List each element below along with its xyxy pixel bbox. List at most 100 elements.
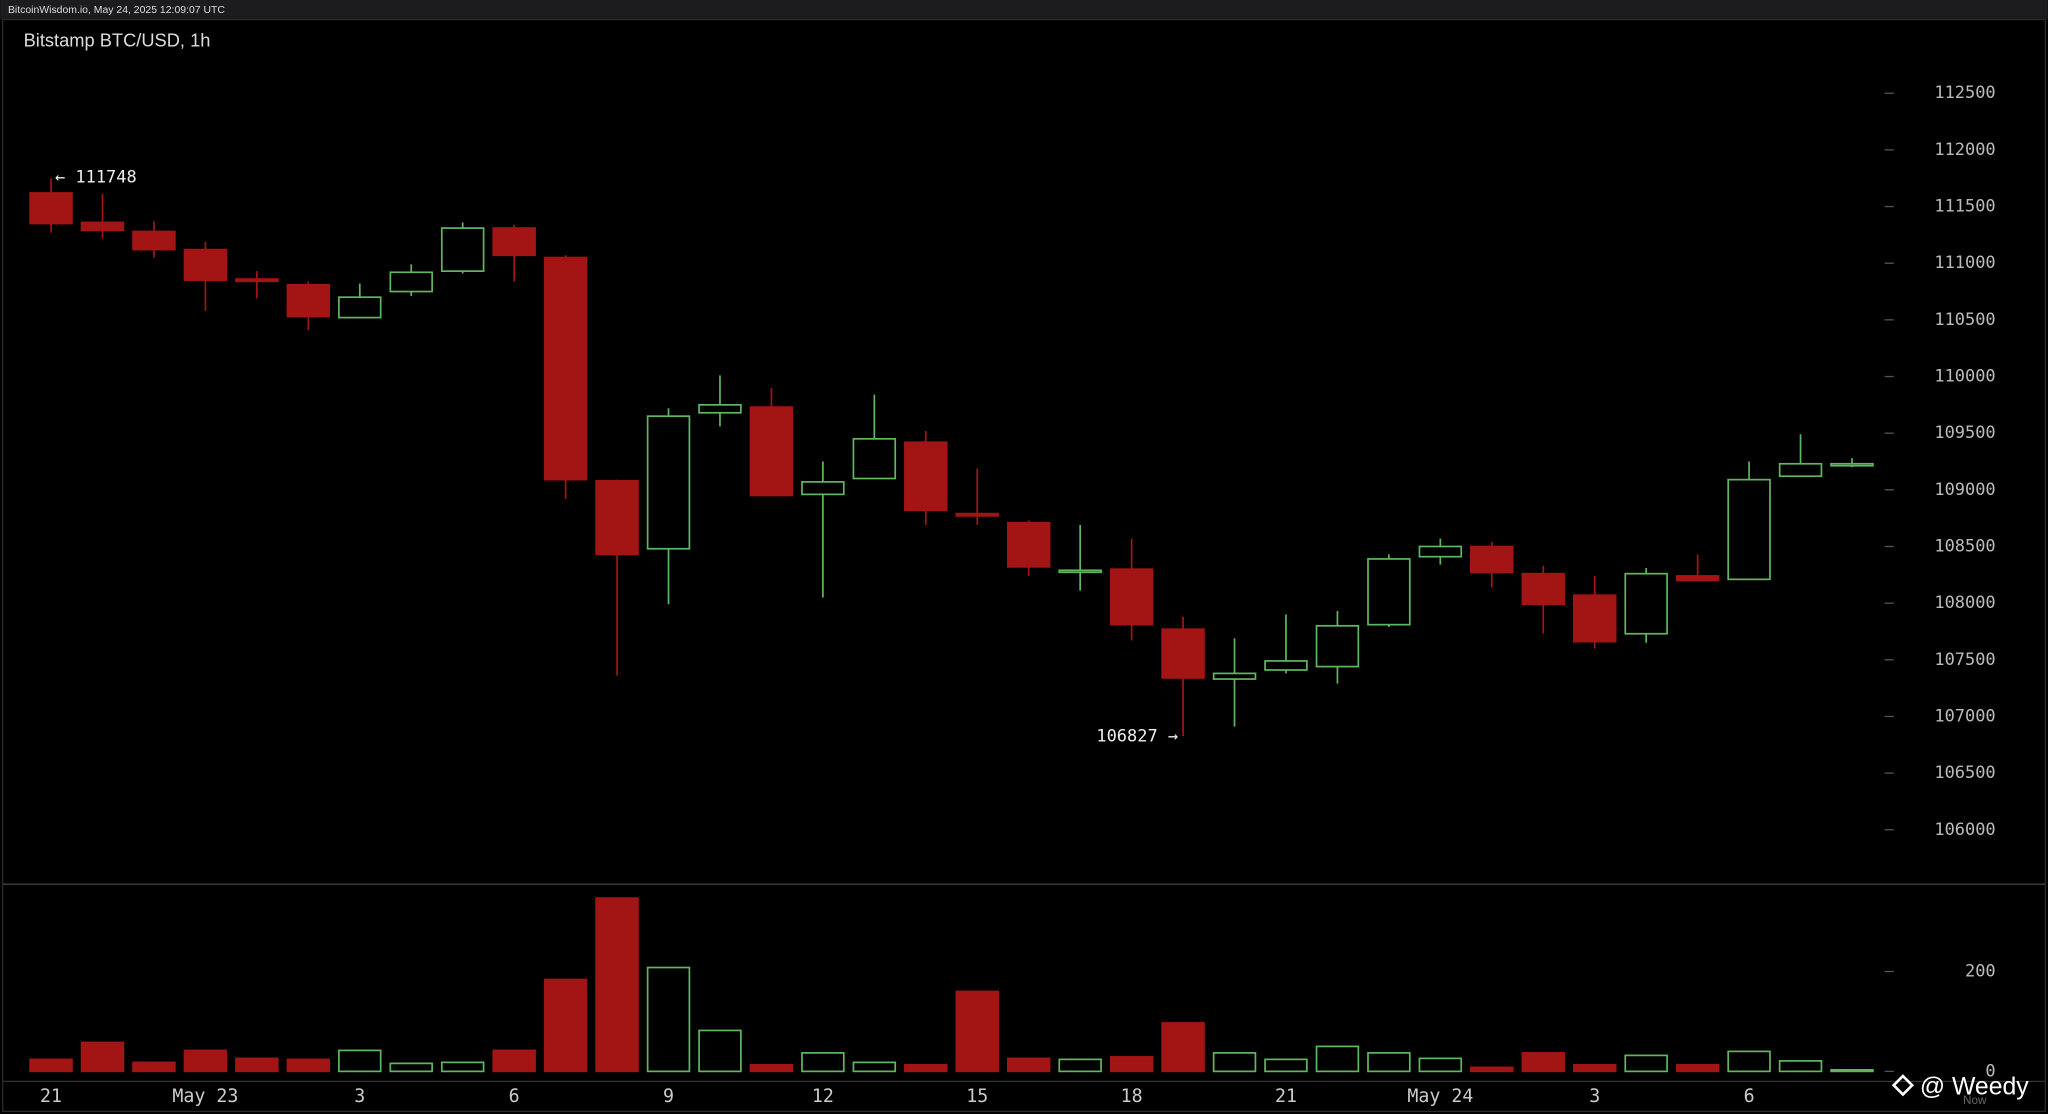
y-tick-label: 109000 — [1934, 480, 1995, 500]
candle-body — [543, 256, 588, 481]
x-tick-label: 6 — [509, 1086, 520, 1107]
candle-body — [749, 406, 794, 497]
candle-body — [1624, 572, 1668, 635]
candle-body — [235, 278, 279, 283]
candle-body — [595, 479, 639, 556]
candle-body — [698, 403, 742, 414]
volume-bar — [646, 966, 691, 1073]
volume-bar — [852, 1061, 897, 1073]
y-tick-label: 0 — [1985, 1061, 1995, 1081]
candle-body — [646, 415, 691, 550]
x-tick-label: 15 — [966, 1086, 988, 1107]
volume-bar — [1624, 1054, 1668, 1073]
candle-body — [904, 441, 948, 512]
x-tick-label: 12 — [812, 1086, 834, 1107]
candle-body — [1006, 521, 1051, 568]
volume-bar — [1830, 1069, 1874, 1073]
y-tick-label: 110500 — [1934, 310, 1995, 330]
y-tick-label: 111000 — [1934, 253, 1995, 273]
y-tick-label: 107500 — [1934, 650, 1995, 670]
candle-body — [338, 296, 382, 319]
y-tick-label: 112500 — [1934, 83, 1995, 103]
candle-body — [1572, 594, 1617, 643]
volume-bar — [1675, 1064, 1720, 1073]
max-annotation: ← 111748 — [55, 168, 137, 188]
volume-bar — [1572, 1064, 1617, 1073]
candle-body — [1675, 575, 1720, 582]
chart-title: Bitstamp BTC/USD, 1h — [24, 30, 211, 51]
candle-body — [183, 248, 228, 282]
x-tick-label: 21 — [40, 1086, 62, 1107]
volume-bar — [1058, 1058, 1102, 1073]
volume-bar — [1264, 1058, 1308, 1073]
now-label: Now — [1963, 1094, 1987, 1107]
y-tick-label: 200 — [1965, 962, 1996, 982]
volume-bar — [1161, 1022, 1205, 1073]
x-tick-label: 9 — [663, 1086, 674, 1107]
candle-body — [1778, 462, 1823, 478]
volume-bar — [1778, 1060, 1823, 1073]
volume-bar — [1109, 1056, 1154, 1073]
min-annotation: 106827 → — [1096, 727, 1178, 747]
volume-bar — [904, 1064, 948, 1073]
x-tick-label: May 24 — [1407, 1086, 1473, 1107]
frame — [2, 18, 2046, 1113]
candle-body — [1109, 568, 1154, 626]
volume-bar — [801, 1052, 845, 1073]
volume-bar — [183, 1049, 228, 1073]
candle-body — [440, 227, 485, 272]
candle-body — [1470, 545, 1514, 574]
volume-bar — [1367, 1052, 1411, 1073]
x-tick-label: 6 — [1744, 1086, 1755, 1107]
volume-bar — [1727, 1050, 1771, 1073]
watermark-icon — [1891, 1074, 1915, 1097]
y-tick-label: 106000 — [1934, 820, 1995, 840]
volume-bar — [749, 1064, 794, 1073]
candle-body — [1727, 478, 1771, 581]
candle-body — [1058, 569, 1102, 574]
volume-bar — [29, 1058, 73, 1073]
y-tick-label: 109500 — [1934, 423, 1995, 443]
candle-body — [389, 271, 433, 293]
volume-bar — [1418, 1057, 1463, 1073]
volume-bar — [543, 978, 588, 1073]
candle-body — [1264, 660, 1308, 671]
x-tick-label: 3 — [354, 1086, 365, 1107]
candle-body — [80, 221, 125, 232]
volume-bar — [132, 1061, 176, 1073]
volume-bar — [698, 1029, 742, 1073]
volume-bar — [235, 1057, 279, 1073]
y-tick-label: 111500 — [1934, 197, 1995, 217]
volume-bar — [1521, 1052, 1566, 1073]
x-tick-label: May 23 — [172, 1086, 238, 1107]
top-bar — [0, 0, 2048, 20]
volume-bar — [80, 1041, 125, 1073]
candle-body — [132, 230, 176, 251]
candle-body — [1212, 672, 1257, 680]
candle-body — [1161, 628, 1205, 679]
volume-bar — [440, 1061, 485, 1073]
volume-bar — [492, 1049, 536, 1073]
y-tick-label: 112000 — [1934, 140, 1995, 160]
volume-bar — [1470, 1066, 1514, 1073]
volume-bar — [389, 1062, 433, 1073]
volume-bar — [1212, 1052, 1257, 1073]
volume-bar — [338, 1049, 382, 1073]
candle-body — [1830, 462, 1874, 467]
x-tick-label: 3 — [1589, 1086, 1600, 1107]
x-tick-label: 18 — [1121, 1086, 1143, 1107]
volume-bar — [286, 1058, 331, 1073]
candle-body — [801, 481, 845, 496]
y-tick-label: 108000 — [1934, 593, 1995, 613]
candle-body — [1418, 545, 1463, 558]
candle-body — [1521, 572, 1566, 606]
x-tick-label: 21 — [1275, 1086, 1297, 1107]
y-tick-label: 106500 — [1934, 763, 1995, 783]
candle-body — [1367, 558, 1411, 626]
volume-bar — [1315, 1045, 1360, 1073]
y-tick-label: 107000 — [1934, 706, 1995, 726]
candle-body — [286, 283, 331, 318]
candle-body — [1315, 624, 1360, 668]
candle-body — [852, 437, 897, 480]
